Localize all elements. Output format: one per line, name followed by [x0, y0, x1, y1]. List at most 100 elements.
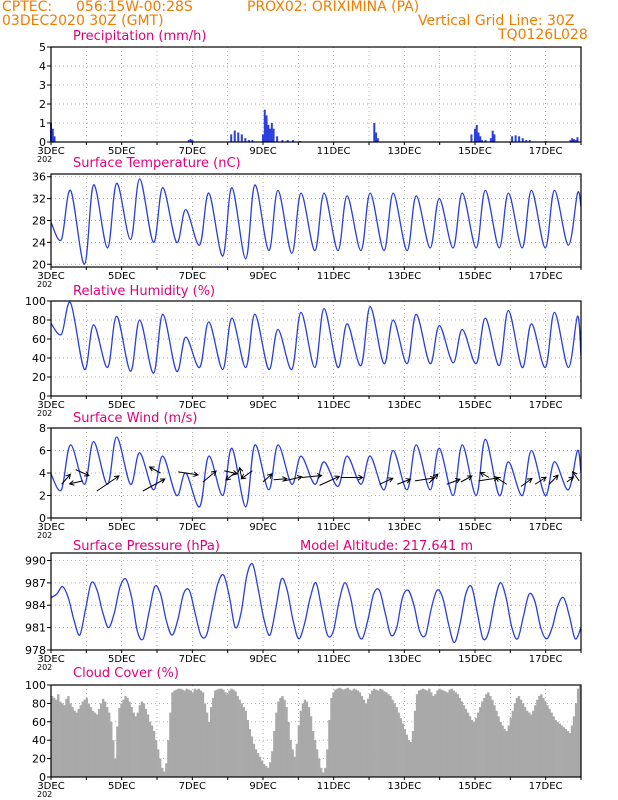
- precip-bar: [479, 136, 482, 142]
- cloud-bar: [454, 692, 457, 777]
- cloud-bar: [81, 701, 84, 777]
- y-tick-label: 987: [25, 577, 46, 590]
- cloud-bar: [51, 696, 54, 777]
- x-tick-label: 7DEC: [179, 781, 206, 792]
- cloud-bar: [536, 699, 539, 777]
- cloud-bar: [128, 701, 131, 777]
- header-coordinates: 056:15W-00:28S: [76, 0, 193, 15]
- wind-arrow-shaft: [239, 467, 243, 479]
- cloud-bar: [216, 689, 219, 777]
- wind-arrow-head: [237, 466, 244, 473]
- cloud-bar: [391, 699, 394, 777]
- x-tick-label: 17DEC: [529, 271, 563, 282]
- header-agency: CPTEC:: [2, 0, 53, 15]
- cloud-bar: [517, 696, 521, 777]
- panel-title: Surface Wind (m/s): [73, 411, 197, 426]
- cloud-bar: [271, 751, 274, 777]
- cloud-bar: [328, 719, 331, 777]
- precip-bar: [474, 128, 476, 142]
- cloud-bar: [513, 703, 517, 777]
- wind-arrow-head: [568, 476, 575, 482]
- cloud-bar: [163, 771, 166, 777]
- cloud-bar: [342, 689, 345, 777]
- precip-bar: [267, 124, 270, 142]
- cloud-bar: [552, 716, 555, 777]
- cloud-bar: [366, 698, 370, 777]
- cloud-bar: [409, 742, 413, 777]
- panel-title: Cloud Cover (%): [73, 666, 179, 681]
- y-tick-label: 20: [32, 371, 46, 384]
- cloud-bar: [124, 696, 127, 777]
- cloud-bar: [110, 721, 113, 777]
- precip-bar: [493, 134, 496, 142]
- cloud-bar: [287, 721, 290, 777]
- y-tick-label: 32: [32, 193, 46, 206]
- cloud-bar: [301, 703, 305, 777]
- x-tick-label: 11DEC: [317, 522, 351, 533]
- cloud-bar: [534, 705, 537, 777]
- precip-bar: [518, 136, 521, 142]
- cloud-bar: [240, 703, 243, 777]
- year-stub: 202: [37, 409, 52, 418]
- cloud-bar: [426, 690, 429, 777]
- cloud-bar: [91, 710, 95, 777]
- wind-arrow-head: [572, 471, 578, 477]
- cloud-bar: [212, 697, 215, 777]
- precip-bar: [269, 128, 272, 142]
- cloud-bar: [352, 688, 356, 777]
- cloud-bar: [570, 725, 574, 777]
- cloud-bar: [422, 688, 425, 777]
- cloud-bar: [203, 703, 207, 777]
- series-line: [51, 178, 581, 265]
- cloud-bar: [85, 697, 88, 777]
- series-line: [51, 562, 581, 644]
- cloud-bar: [252, 743, 256, 777]
- cloud-bar: [289, 740, 292, 777]
- cloud-bar: [279, 697, 282, 777]
- cloud-bar: [248, 729, 252, 777]
- cloud-bar: [322, 772, 325, 777]
- x-tick-label: 3DEC: [37, 522, 64, 533]
- cloud-bar: [466, 712, 470, 777]
- cloud-bar: [375, 689, 378, 777]
- cloud-bar: [538, 696, 541, 777]
- cloud-bar: [63, 705, 66, 777]
- cloud-bar: [564, 729, 568, 777]
- precip-bar: [576, 137, 579, 142]
- panel-1: 0 1 2 3 4 5 3DEC 5DEC 7DEC 9DEC 11DEC 13DEC 15DEC 17D…: [37, 29, 582, 164]
- cloud-bar: [293, 756, 296, 777]
- cloud-bar: [336, 688, 339, 777]
- wind-arrow-head: [494, 476, 501, 482]
- cloud-bar: [348, 689, 351, 777]
- cloud-bar: [499, 721, 502, 777]
- wind-arrow-head: [454, 478, 461, 484]
- cloud-bar: [558, 723, 561, 777]
- cloud-bar: [334, 689, 337, 777]
- x-tick-label: 15DEC: [458, 400, 492, 411]
- cloud-bar: [417, 690, 421, 777]
- cloud-bar: [340, 688, 343, 777]
- cloud-bar: [55, 699, 58, 777]
- panel-title: Surface Pressure (hPa): [73, 539, 220, 554]
- cloud-bar: [432, 696, 435, 777]
- cloud-bar: [493, 705, 496, 777]
- wind-arrow-head: [225, 475, 231, 481]
- header-location: PROX02: ORIXIMINA (PA): [247, 0, 420, 15]
- wind-arrow-shaft: [69, 480, 83, 485]
- cloud-bar: [326, 749, 329, 777]
- cloud-bar: [303, 699, 307, 777]
- cloud-bar: [226, 694, 229, 777]
- y-tick-label: 80: [32, 697, 46, 710]
- x-tick-label: 5DEC: [108, 271, 135, 282]
- cloud-bar: [59, 701, 62, 777]
- cloud-bar: [338, 687, 341, 777]
- wind-arrow-shaft: [225, 472, 236, 481]
- wind-arrow-head: [387, 477, 394, 483]
- x-tick-label: 13DEC: [387, 522, 421, 533]
- cloud-bar: [152, 731, 156, 777]
- precip-bar: [525, 140, 528, 142]
- cloud-bar: [93, 712, 97, 777]
- cloud-bar: [201, 692, 205, 777]
- wind-arrow-shaft: [224, 470, 238, 475]
- cloud-bar: [436, 690, 439, 777]
